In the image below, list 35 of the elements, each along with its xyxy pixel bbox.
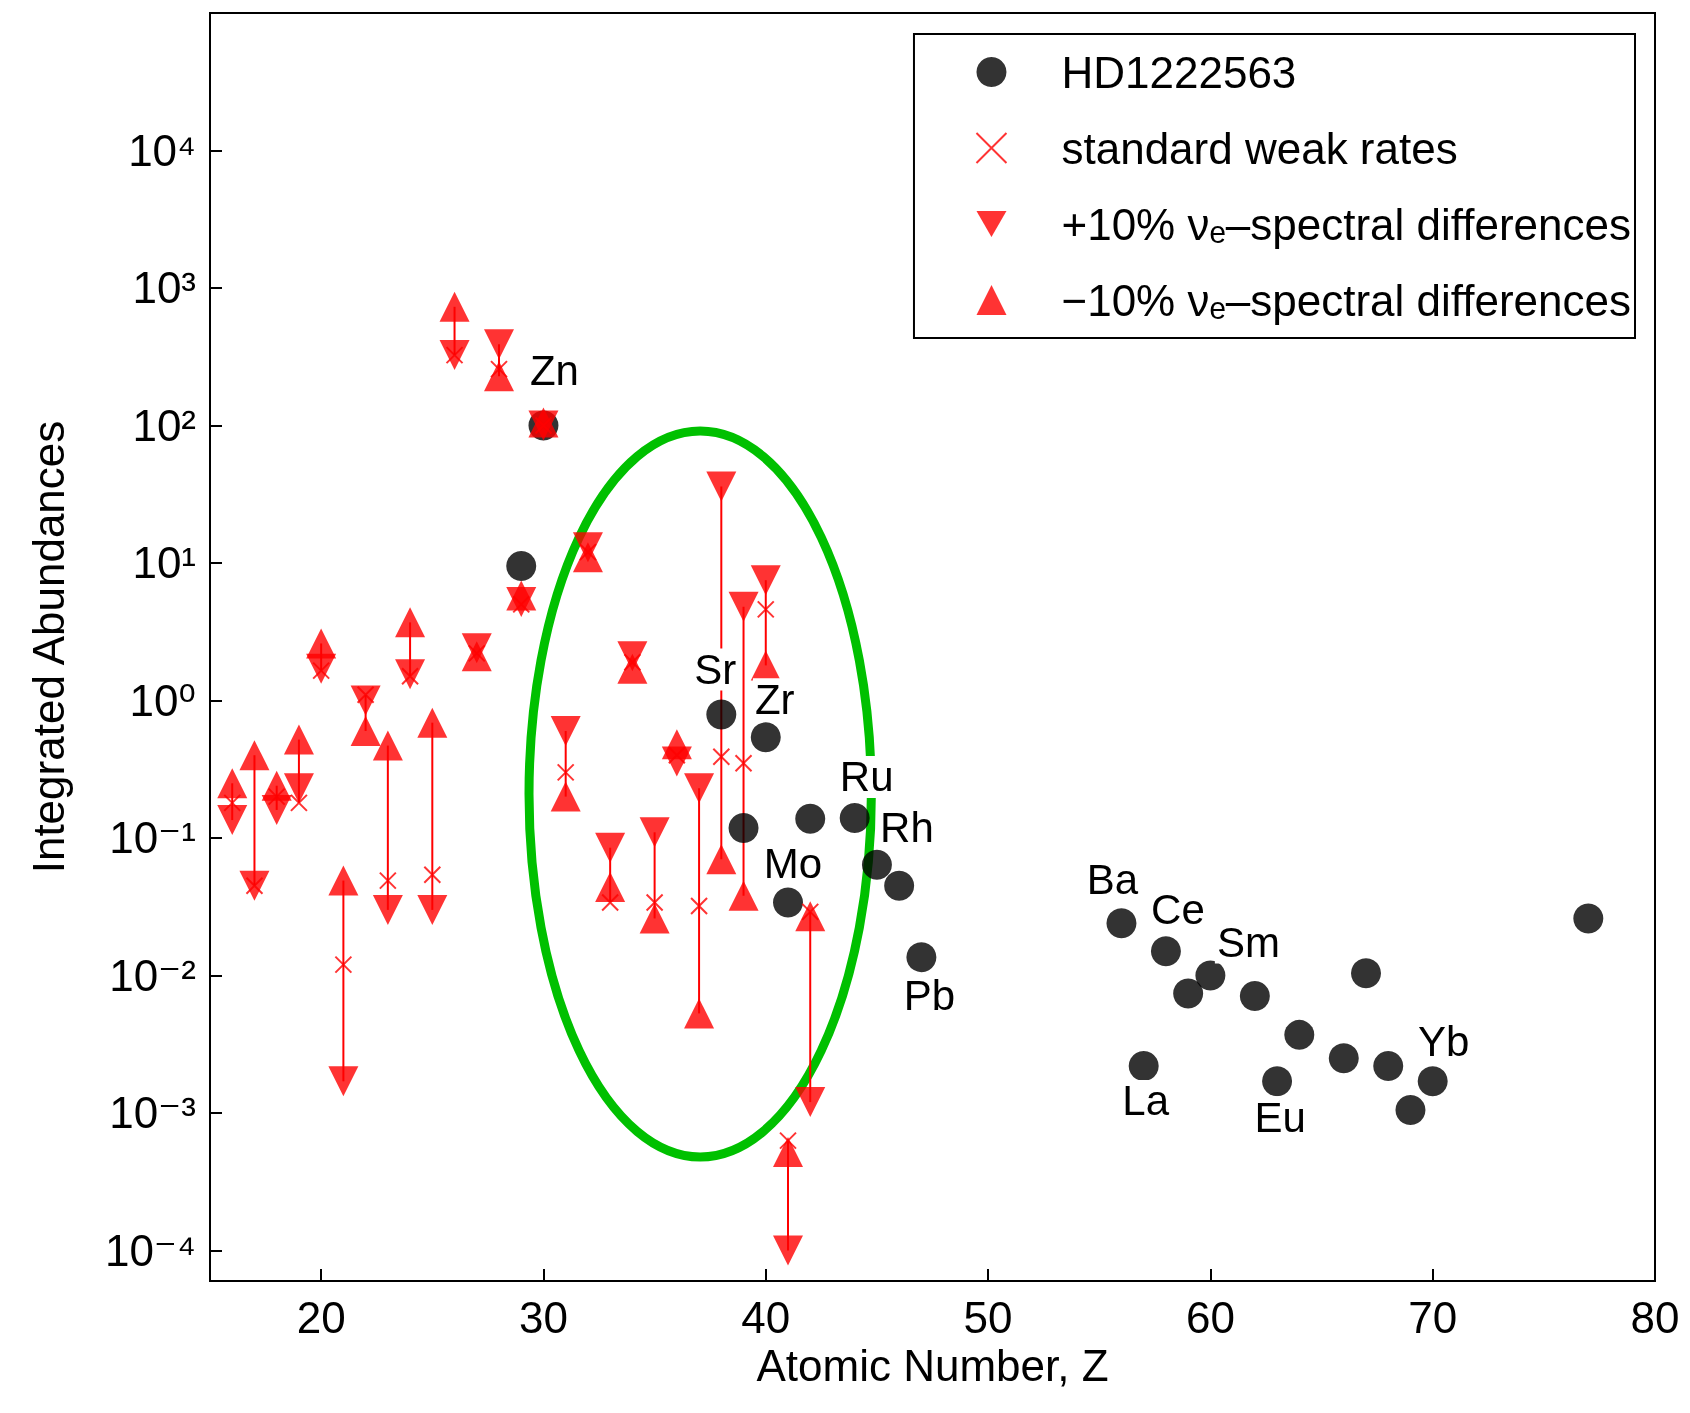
annotation: Ce xyxy=(1151,885,1205,933)
y-tick-label: 10¹ xyxy=(132,538,196,588)
y-tick-label: 10⁻⁴ xyxy=(104,1226,196,1275)
y-tick-label: 10⁰ xyxy=(129,676,196,725)
annotation: Rh xyxy=(880,804,934,852)
annotation: Sr xyxy=(694,646,737,694)
annotation: Eu xyxy=(1254,1093,1306,1141)
x-tick-label: 40 xyxy=(741,1292,791,1342)
legend-label: standard weak rates xyxy=(1061,123,1458,173)
y-tick-label: 10² xyxy=(132,401,196,450)
y-axis-title: Integrated Abundances xyxy=(23,420,73,874)
x-axis-title: Atomic Number, Z xyxy=(756,1341,1109,1391)
x-tick-label: 30 xyxy=(518,1292,568,1342)
legend-label: −10% νₑ–spectral differences xyxy=(1061,275,1631,325)
x-tick-label: 50 xyxy=(963,1292,1013,1342)
legend-label: HD1222563 xyxy=(1061,47,1297,97)
x-tick-label: 20 xyxy=(296,1292,346,1342)
legend-label: +10% νₑ–spectral differences xyxy=(1061,199,1631,249)
annotation: Zn xyxy=(529,347,579,394)
annotation: Sm xyxy=(1216,919,1280,966)
x-tick-label: 80 xyxy=(1630,1292,1680,1342)
annotation: Yb xyxy=(1418,1017,1470,1065)
y-tick-label: 10⁻¹ xyxy=(109,813,196,863)
y-tick-label: 10⁻³ xyxy=(109,1088,196,1138)
x-tick-label: 70 xyxy=(1408,1292,1458,1342)
annotation: Ba xyxy=(1086,855,1139,903)
x-tick-label: 60 xyxy=(1185,1292,1235,1342)
y-tick-label: 10³ xyxy=(132,263,196,313)
y-tick-label: 10⁴ xyxy=(128,126,196,175)
annotation: Pb xyxy=(903,971,956,1019)
annotation: Mo xyxy=(763,839,823,887)
annotation: Ru xyxy=(839,753,894,801)
annotation: Zr xyxy=(754,675,795,723)
annotation: La xyxy=(1122,1077,1170,1125)
y-tick-label: 10⁻² xyxy=(109,951,196,1000)
